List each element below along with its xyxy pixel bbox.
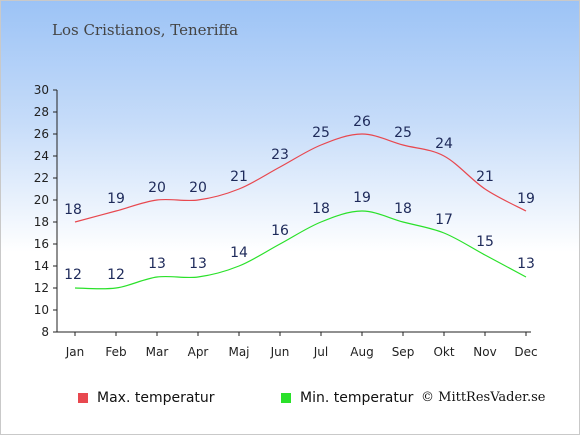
y-tick-label: 16: [34, 237, 49, 251]
data-label-min: 13: [148, 256, 166, 272]
y-tick-label: 12: [34, 281, 49, 295]
legend-max-swatch: [78, 393, 88, 403]
data-label-max: 25: [394, 125, 412, 141]
data-label-max: 19: [517, 191, 535, 207]
data-label-min: 14: [230, 245, 248, 261]
x-tick-label: Jan: [65, 345, 85, 359]
y-tick-label: 8: [41, 325, 49, 339]
data-label-min: 17: [435, 212, 453, 228]
credit-text: © MittResVader.se: [421, 390, 546, 405]
data-label-max: 25: [312, 125, 330, 141]
x-tick-label: Maj: [228, 345, 249, 359]
legend-max: Max. temperatur: [78, 390, 215, 406]
x-tick-label: Jun: [270, 345, 290, 359]
y-tick-label: 22: [34, 171, 49, 185]
x-tick-label: Nov: [473, 345, 496, 359]
y-tick-label: 10: [34, 303, 49, 317]
data-label-max: 21: [230, 169, 248, 185]
data-label-max: 24: [435, 136, 453, 152]
data-label-max: 23: [271, 147, 289, 163]
data-label-min: 12: [64, 267, 82, 283]
data-label-min: 19: [353, 190, 371, 206]
data-label-min: 18: [312, 201, 330, 217]
data-label-max: 20: [189, 180, 207, 196]
data-label-min: 15: [476, 234, 494, 250]
x-tick-label: Dec: [514, 345, 537, 359]
y-tick-label: 30: [34, 83, 49, 97]
series-line-min: [74, 210, 527, 290]
data-label-max: 21: [476, 169, 494, 185]
data-label-max: 19: [107, 191, 125, 207]
y-tick-label: 20: [34, 193, 49, 207]
data-label-max: 20: [148, 180, 166, 196]
data-label-min: 12: [107, 267, 125, 283]
x-tick-label: Mar: [146, 345, 169, 359]
legend-min-label: Min. temperatur: [300, 390, 414, 406]
data-label-min: 13: [517, 256, 535, 272]
x-tick-label: Aug: [350, 345, 373, 359]
y-tick-label: 18: [34, 215, 49, 229]
data-label-min: 13: [189, 256, 207, 272]
data-label-min: 18: [394, 201, 412, 217]
legend-max-label: Max. temperatur: [97, 390, 215, 406]
chart-title: Los Cristianos, Teneriffa: [52, 21, 239, 39]
legend-min: Min. temperatur: [281, 390, 413, 406]
x-tick-label: Jul: [313, 345, 328, 359]
series-line-max: [74, 133, 527, 223]
x-tick-label: Okt: [433, 345, 454, 359]
y-tick-label: 24: [34, 149, 49, 163]
x-tick-label: Apr: [188, 345, 209, 359]
x-tick-label: Sep: [392, 345, 415, 359]
legend-min-swatch: [281, 393, 291, 403]
y-tick-label: 26: [34, 127, 49, 141]
y-tick-label: 28: [34, 105, 49, 119]
x-tick-label: Feb: [105, 345, 126, 359]
y-tick-label: 14: [34, 259, 49, 273]
data-label-max: 18: [64, 202, 82, 218]
data-label-max: 26: [353, 114, 371, 130]
data-label-min: 16: [271, 223, 289, 239]
